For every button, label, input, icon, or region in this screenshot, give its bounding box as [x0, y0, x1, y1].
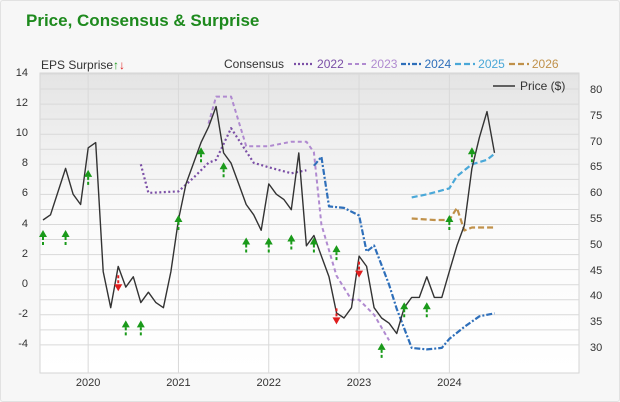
price-label: Price ($) [520, 79, 566, 93]
arrow-up-icon: ↑ [113, 58, 120, 72]
y-tick-left: 12 [15, 97, 28, 110]
x-tick: 2020 [75, 377, 101, 389]
x-tick: 2024 [437, 377, 462, 389]
x-tick: 2022 [256, 377, 281, 389]
y-tick-left: 6 [21, 187, 28, 200]
consensus-2023-line [207, 95, 390, 341]
surprise-up-arrow-icon [445, 214, 454, 231]
surprise-arrows [39, 147, 476, 359]
surprise-up-arrow-icon [242, 237, 251, 254]
y-tick-right: 45 [590, 264, 603, 277]
surprise-up-arrow-icon [61, 230, 70, 247]
surprise-up-arrow-icon [332, 245, 341, 262]
surprise-down-arrow-icon [114, 275, 123, 292]
legend-item-2023[interactable]: 2023 [347, 57, 397, 71]
y-tick-left: 10 [15, 127, 28, 140]
dashed-line-icon [508, 62, 529, 66]
y-tick-right: 65 [590, 161, 603, 174]
surprise-up-arrow-icon [400, 302, 409, 319]
consensus-2022-line [139, 127, 307, 194]
legend-item-2022[interactable]: 2022 [293, 57, 344, 71]
plot-area [39, 72, 580, 374]
price-legend: Price ($) [493, 79, 565, 93]
surprise-up-arrow-icon [467, 147, 476, 164]
surprise-up-arrow-icon [121, 320, 130, 337]
y-tick-right: 55 [590, 213, 603, 225]
legend-item-2026[interactable]: 2026 [508, 57, 559, 71]
x-tick: 2021 [166, 377, 191, 389]
consensus-label: Consensus [224, 57, 285, 71]
surprise-up-arrow-icon [136, 320, 145, 337]
consensus-legend: Consensus 2022 2023 2024 2025 2026 [224, 57, 559, 71]
x-tick: 2023 [346, 377, 372, 389]
surprise-down-arrow-icon [332, 308, 341, 325]
dashed-line-icon [347, 63, 368, 65]
y-tick-left: 0 [21, 277, 28, 290]
y-tick-left: 4 [21, 217, 28, 230]
y-tick-right: 80 [590, 84, 603, 96]
gridlines [40, 73, 579, 373]
dashdot-line-icon [401, 62, 422, 66]
y-tick-left: -2 [18, 307, 28, 320]
eps-surprise-label: EPS Surprise [41, 58, 114, 72]
surprise-up-arrow-icon [174, 214, 183, 231]
y-tick-left: 2 [21, 247, 28, 260]
dashed-line-icon [455, 62, 476, 66]
surprise-up-arrow-icon [39, 230, 47, 247]
price-line [42, 105, 496, 335]
y-tick-right: 60 [590, 187, 603, 200]
surprise-up-arrow-icon [197, 147, 206, 164]
legend-item-2024[interactable]: 2024 [400, 57, 451, 71]
surprise-up-arrow-icon [84, 169, 93, 186]
dotted-line-icon [294, 62, 315, 66]
y-tick-left: 8 [21, 157, 28, 170]
y-tick-right: 75 [590, 109, 603, 122]
eps-surprise-legend: EPS Surprise↑↓ [41, 58, 125, 72]
surprise-up-arrow-icon [264, 237, 273, 254]
arrow-down-icon: ↓ [119, 58, 126, 72]
legend-item-2025[interactable]: 2025 [454, 57, 505, 71]
y-tick-left: -4 [18, 337, 28, 350]
surprise-up-arrow-icon [219, 162, 228, 179]
y-tick-right: 70 [590, 135, 603, 148]
y-tick-right: 35 [590, 316, 603, 329]
consensus-2024-line [313, 155, 495, 351]
y-tick-right: 50 [590, 238, 603, 251]
y-tick-left: 14 [15, 67, 28, 79]
surprise-up-arrow-icon [309, 237, 318, 254]
surprise-up-arrow-icon [287, 234, 296, 251]
series-layer [42, 95, 496, 351]
consensus-2026-line [411, 206, 495, 232]
y-tick-right: 40 [590, 290, 603, 303]
surprise-up-arrow-icon [377, 342, 386, 359]
solid-line-icon [493, 85, 515, 87]
surprise-up-arrow-icon [422, 302, 431, 319]
y-tick-right: 30 [590, 342, 603, 354]
surprise-down-arrow-icon [355, 261, 364, 278]
chart-title: Price, Consensus & Surprise [26, 11, 260, 30]
